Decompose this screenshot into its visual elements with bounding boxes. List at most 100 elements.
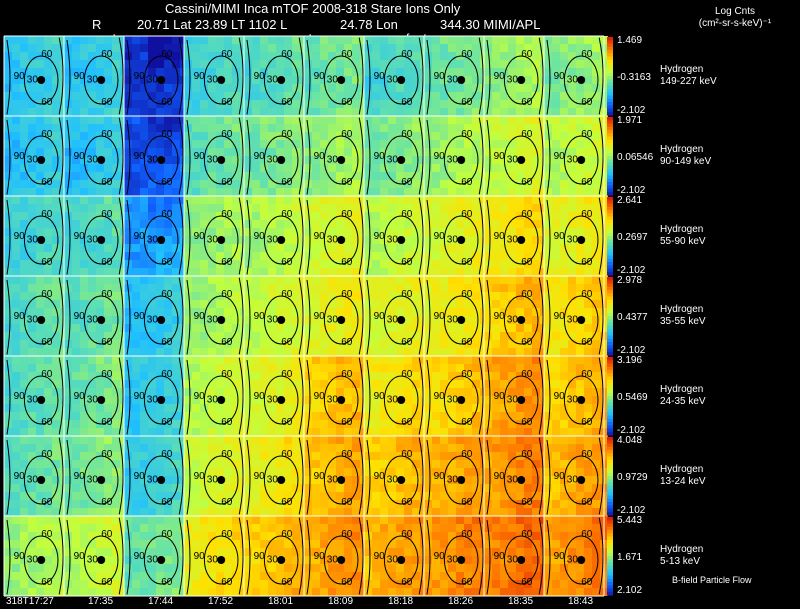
heatmap-cell — [448, 316, 456, 324]
heatmap-cell — [388, 236, 396, 244]
heatmap-cell — [292, 84, 300, 92]
heatmap-cell — [268, 60, 276, 68]
heatmap-cell — [544, 428, 552, 436]
contour-inner — [383, 135, 419, 185]
heatmap-cell — [364, 60, 372, 68]
heatmap-cell — [568, 412, 576, 420]
heatmap-cell — [464, 292, 472, 300]
heatmap-cell — [96, 388, 104, 396]
heatmap-cell — [72, 228, 80, 236]
heatmap-cell — [544, 252, 552, 260]
heatmap-cell — [216, 172, 224, 180]
heatmap-cell — [252, 300, 260, 308]
heatmap-cell — [148, 292, 156, 300]
heatmap-cell — [500, 356, 508, 364]
heatmap-cell — [172, 420, 180, 428]
contour-inner — [323, 135, 359, 185]
heatmap-cell — [284, 100, 292, 108]
heatmap-cell — [172, 164, 180, 172]
heatmap-cell — [156, 60, 164, 68]
heatmap-cell — [36, 468, 44, 476]
heatmap-cell — [284, 324, 292, 332]
heatmap-cell — [224, 420, 232, 428]
heatmap-cell — [232, 356, 240, 364]
heatmap-cell — [544, 108, 552, 116]
heatmap-cell — [44, 108, 52, 116]
heatmap-cell — [372, 60, 380, 68]
heatmap-cell — [552, 244, 560, 252]
heatmap-cell — [104, 364, 112, 372]
heatmap-cell — [448, 68, 456, 76]
contour-label: 60 — [521, 209, 533, 220]
heatmap-cell — [224, 316, 232, 324]
heatmap-cell — [20, 324, 28, 332]
heatmap-cell — [156, 364, 164, 372]
heatmap-cell — [244, 212, 252, 220]
heatmap-cell — [4, 468, 12, 476]
heatmap-cell — [244, 476, 252, 484]
heatmap-cell — [516, 196, 524, 204]
heatmap-cell — [200, 420, 208, 428]
heatmap-cell — [184, 180, 192, 188]
heatmap-cell — [440, 60, 448, 68]
heatmap-cell — [404, 292, 412, 300]
heatmap-cell — [372, 220, 380, 228]
heatmap-cell — [80, 44, 88, 52]
heatmap-cell — [448, 412, 456, 420]
heatmap-cell — [140, 68, 148, 76]
heatmap-cell — [28, 500, 36, 508]
heatmap-cell — [104, 292, 112, 300]
heatmap-cell — [156, 116, 164, 124]
contour-label: 60 — [521, 97, 533, 108]
contour-label: 60 — [161, 209, 173, 220]
heatmap-cell — [544, 292, 552, 300]
heatmap-cell — [104, 284, 112, 292]
heatmap-cell — [380, 276, 388, 284]
heatmap-cell — [20, 180, 28, 188]
heatmap-cell — [44, 36, 52, 44]
heatmap-cell — [72, 316, 80, 324]
heatmap-cell — [232, 244, 240, 252]
heatmap-cell — [232, 396, 240, 404]
heatmap-cell — [484, 180, 492, 188]
heatmap-cell — [164, 292, 172, 300]
saturn-dot — [397, 156, 406, 164]
heatmap-cell — [124, 252, 132, 260]
heatmap-cell — [344, 132, 352, 140]
heatmap-cell — [412, 148, 420, 156]
heatmap-cell — [560, 260, 568, 268]
heatmap-cell — [344, 284, 352, 292]
heatmap-cell — [28, 204, 36, 212]
heatmap-cell — [148, 324, 156, 332]
heatmap-cell — [320, 484, 328, 492]
heatmap-cell — [36, 300, 44, 308]
heatmap-cell — [216, 60, 224, 68]
contour-right — [238, 117, 244, 195]
heatmap-cell — [516, 284, 524, 292]
heatmap-cell — [224, 236, 232, 244]
heatmap-cell — [404, 324, 412, 332]
heatmap-cell — [104, 428, 112, 436]
heatmap-cell — [328, 300, 336, 308]
heatmap-cell — [524, 236, 532, 244]
heatmap-cell — [440, 412, 448, 420]
heatmap-cell — [552, 252, 560, 260]
heatmap-cell — [104, 60, 112, 68]
heatmap-cell — [432, 380, 440, 388]
heatmap-cell — [44, 412, 52, 420]
contour-label: 90 — [14, 151, 26, 162]
heatmap-cell — [276, 436, 284, 444]
contour-left — [486, 39, 491, 115]
heatmap-cell — [124, 460, 132, 468]
heatmap-cell — [472, 292, 480, 300]
heatmap-cell — [208, 140, 216, 148]
heatmap-cell — [224, 188, 232, 196]
heatmap-cell — [36, 388, 44, 396]
heatmap-cell — [172, 220, 180, 228]
heatmap-cell — [440, 220, 448, 228]
contour-label: 60 — [521, 417, 533, 428]
heatmap-cell — [304, 380, 312, 388]
